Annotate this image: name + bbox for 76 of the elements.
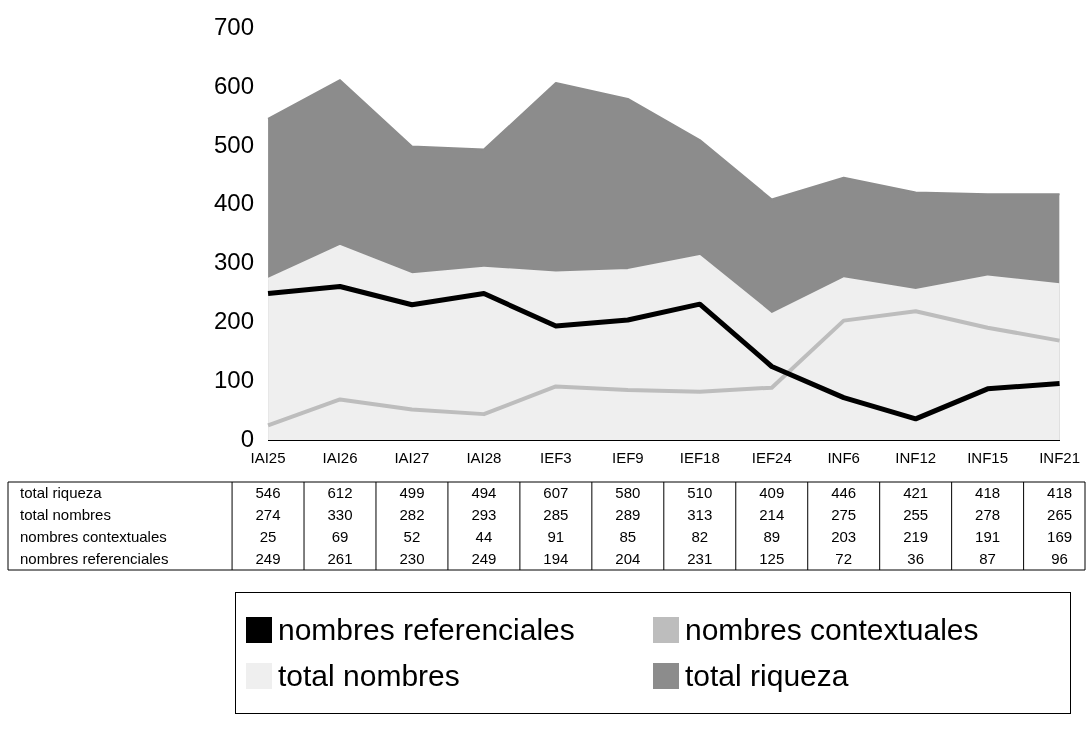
x-tick-label: INF21 bbox=[1039, 449, 1081, 467]
y-tick-label: 0 bbox=[240, 424, 255, 452]
data-label: 510 bbox=[687, 484, 713, 502]
y-tick-label: 300 bbox=[214, 248, 255, 276]
legend-label: total nombres bbox=[278, 659, 460, 693]
data-label: 446 bbox=[831, 484, 857, 502]
data-label: 203 bbox=[831, 528, 857, 546]
x-tick-label: IAI28 bbox=[466, 449, 502, 467]
data-label: 85 bbox=[619, 528, 637, 546]
text: total nombres bbox=[20, 506, 111, 524]
x-tick-label: IEF18 bbox=[679, 449, 720, 467]
data-label: 169 bbox=[1047, 528, 1073, 546]
data-label: 204 bbox=[615, 550, 641, 568]
data-label: 409 bbox=[759, 484, 785, 502]
data-label: 418 bbox=[1047, 484, 1073, 502]
legend-label: total riqueza bbox=[685, 659, 849, 693]
data-label: 52 bbox=[403, 528, 421, 546]
data-label: 285 bbox=[543, 506, 569, 524]
y-tick-label: 600 bbox=[214, 71, 255, 99]
y-tick-label: 400 bbox=[214, 189, 255, 217]
data-label: 612 bbox=[327, 484, 353, 502]
data-label: 219 bbox=[903, 528, 929, 546]
data-label: 255 bbox=[903, 506, 929, 524]
data-label: 249 bbox=[471, 550, 497, 568]
data-label: 69 bbox=[331, 528, 349, 546]
x-tick-label: IEF3 bbox=[540, 449, 572, 467]
data-label: 330 bbox=[327, 506, 353, 524]
data-label: 230 bbox=[399, 550, 425, 568]
data-label: 125 bbox=[759, 550, 785, 568]
y-tick-label: 500 bbox=[214, 130, 255, 158]
data-label: 91 bbox=[547, 528, 565, 546]
data-label: 82 bbox=[691, 528, 709, 546]
data-label: 231 bbox=[687, 550, 713, 568]
data-label: 25 bbox=[259, 528, 277, 546]
data-label: 546 bbox=[255, 484, 281, 502]
x-tick-label: INF12 bbox=[895, 449, 937, 467]
data-label: 499 bbox=[399, 484, 425, 502]
data-label: 191 bbox=[975, 528, 1001, 546]
data-label: 249 bbox=[255, 550, 281, 568]
data-label: 44 bbox=[475, 528, 493, 546]
y-tick-label: 100 bbox=[214, 365, 255, 393]
data-label: 72 bbox=[835, 550, 853, 568]
data-label: 418 bbox=[975, 484, 1001, 502]
data-label: 494 bbox=[471, 484, 497, 502]
data-label: 214 bbox=[759, 506, 785, 524]
text: total riqueza bbox=[20, 484, 102, 502]
data-label: 194 bbox=[543, 550, 569, 568]
data-label: 313 bbox=[687, 506, 713, 524]
data-label: 275 bbox=[831, 506, 857, 524]
data-label: 293 bbox=[471, 506, 497, 524]
y-tick-label: 700 bbox=[214, 13, 255, 41]
x-tick-label: IEF9 bbox=[611, 449, 644, 467]
text: nombres referenciales bbox=[20, 550, 169, 568]
x-tick-label: IEF24 bbox=[751, 449, 792, 467]
data-label: 278 bbox=[975, 506, 1001, 524]
x-tick-label: IAI26 bbox=[322, 449, 358, 467]
legend-label: nombres contextuales bbox=[685, 613, 979, 647]
data-label: 96 bbox=[1051, 550, 1068, 568]
legend-label: nombres referenciales bbox=[278, 613, 575, 647]
y-tick-label: 200 bbox=[214, 307, 255, 335]
data-label: 261 bbox=[327, 550, 353, 568]
data-label: 274 bbox=[255, 506, 281, 524]
data-label: 580 bbox=[615, 484, 641, 502]
data-label: 607 bbox=[543, 484, 569, 502]
data-label: 36 bbox=[907, 550, 925, 568]
data-label: 89 bbox=[763, 528, 781, 546]
data-label: 289 bbox=[615, 506, 641, 524]
data-label: 282 bbox=[399, 506, 425, 524]
text: nombres contextuales bbox=[20, 528, 167, 546]
data-label: 87 bbox=[979, 550, 996, 568]
x-tick-label: INF6 bbox=[827, 449, 860, 467]
data-label: 265 bbox=[1047, 506, 1073, 524]
x-tick-label: IAI25 bbox=[250, 449, 286, 467]
x-tick-label: IAI27 bbox=[394, 449, 430, 467]
data-label: 421 bbox=[903, 484, 929, 502]
x-tick-label: INF15 bbox=[967, 449, 1009, 467]
